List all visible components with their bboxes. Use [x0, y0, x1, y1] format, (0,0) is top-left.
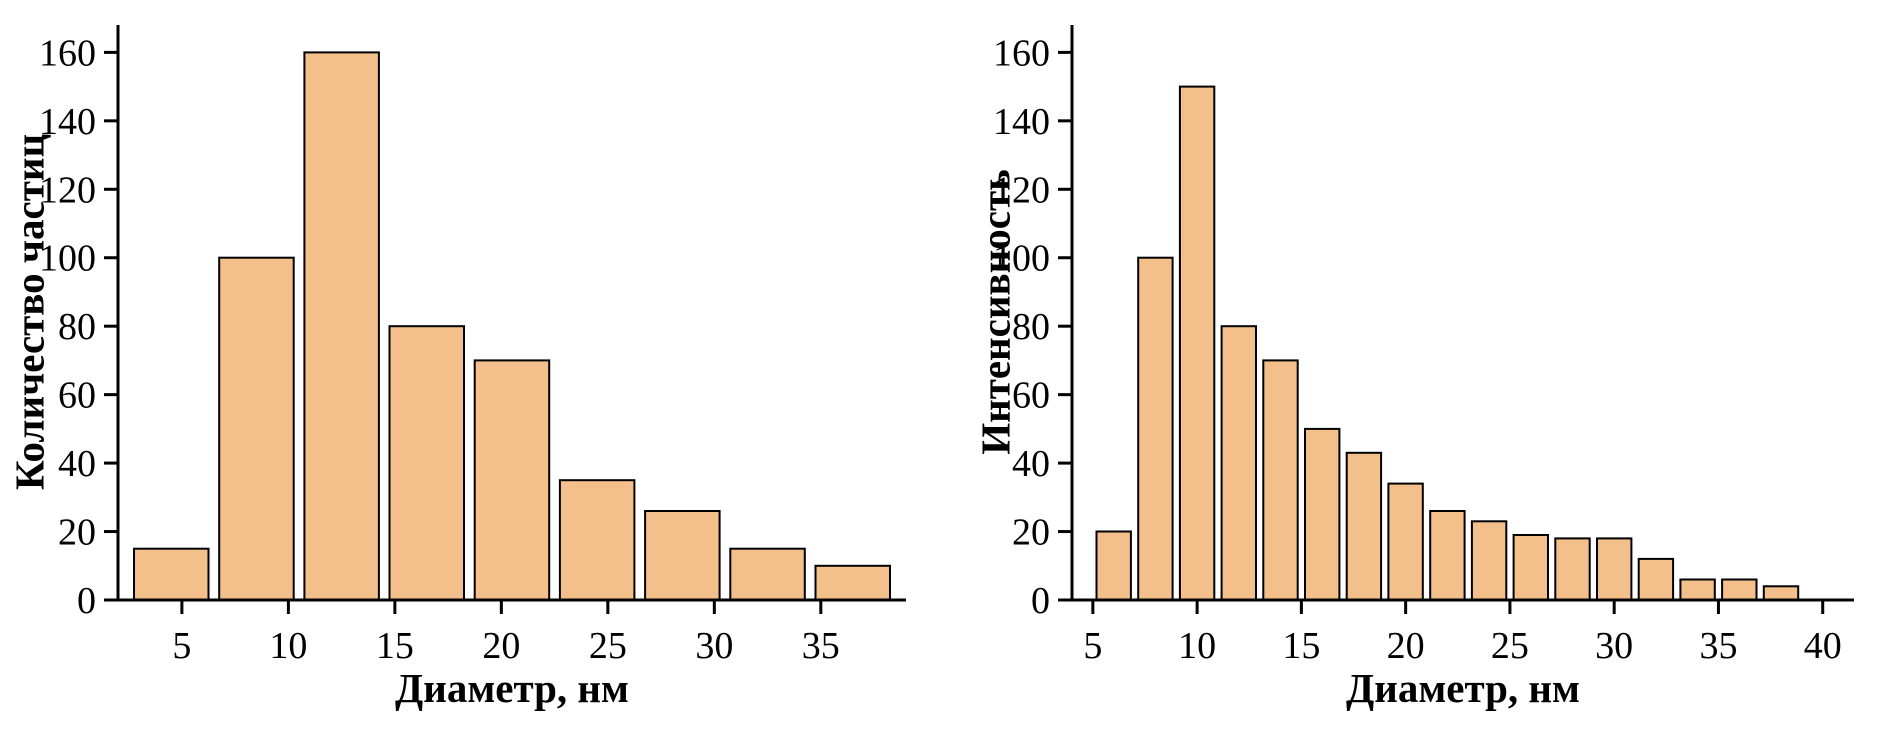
y-tick-label: 120	[39, 169, 96, 211]
bar	[1554, 537, 1591, 602]
x-tick-label: 30	[695, 625, 733, 667]
y-tick-label: 40	[58, 443, 96, 485]
bar	[1596, 537, 1633, 602]
bar	[218, 256, 295, 601]
bar	[558, 479, 636, 602]
bar-chart-particle-count: 0 20 40 60 80 100 120 140 160 5 10 15 20 25 30 35	[39, 25, 906, 667]
y-tick-label: 160	[39, 32, 96, 74]
bar	[133, 547, 210, 602]
bar	[1679, 578, 1716, 601]
bar	[1220, 325, 1258, 601]
x-tick-label: 40	[1804, 625, 1842, 667]
y-tick-label: 20	[58, 512, 96, 554]
bar	[1345, 451, 1383, 601]
y-tick-label: 0	[1031, 580, 1050, 622]
x-tick-label: 15	[1282, 625, 1320, 667]
bar	[1762, 585, 1800, 601]
y-tick-label: 100	[993, 238, 1050, 280]
y-tick-label: 20	[1012, 512, 1050, 554]
x-axis-label: Диаметр, нм	[1346, 665, 1580, 711]
x-tick-label: 10	[269, 625, 307, 667]
y-tick-label: 0	[77, 580, 96, 622]
x-tick-label: 20	[1387, 625, 1425, 667]
bar	[1095, 530, 1132, 601]
bar	[1304, 427, 1341, 601]
y-tick-label: 40	[1012, 443, 1050, 485]
y-tick-label: 160	[993, 32, 1050, 74]
y-tick-label: 80	[58, 306, 96, 348]
bar	[473, 359, 551, 601]
bar	[388, 325, 465, 601]
bar	[1721, 578, 1758, 601]
x-tick-label: 20	[482, 625, 520, 667]
x-tick-label: 35	[802, 625, 840, 667]
bar	[729, 547, 806, 602]
x-tick-label: 30	[1595, 625, 1633, 667]
bar-chart-intensity: 0 20 40 60 80 100 120 140 160 5 10 15 20 25 30 35 40	[993, 25, 1854, 667]
x-tick-label: 10	[1178, 625, 1216, 667]
x-axis-label: Диаметр, нм	[395, 665, 629, 711]
bar	[1429, 510, 1466, 601]
bar	[644, 510, 721, 601]
chart-panel-left: 0 20 40 60 80 100 120 140 160 5 10 15 20 25 30 35 Колич…	[6, 25, 906, 711]
x-tick-label: 15	[376, 625, 414, 667]
y-tick-label: 60	[58, 375, 96, 417]
y-tick-label: 120	[993, 169, 1050, 211]
y-axis-label: Интенсивность	[972, 169, 1019, 455]
bar	[814, 564, 891, 601]
bar	[1470, 520, 1508, 601]
bar	[1637, 557, 1675, 602]
x-tick-label: 35	[1699, 625, 1737, 667]
y-tick-label: 60	[1012, 375, 1050, 417]
bar	[1178, 85, 1216, 602]
bar	[1512, 534, 1549, 601]
y-tick-label: 140	[39, 101, 96, 143]
bar	[1387, 482, 1424, 602]
x-tick-label: 25	[589, 625, 627, 667]
y-tick-label: 140	[993, 101, 1050, 143]
chart-panel-right: 0 20 40 60 80 100 120 140 160 5 10 15 20 25 30 35 40 Инт…	[940, 0, 1880, 739]
x-tick-label: 5	[172, 625, 191, 667]
x-tick-label: 5	[1083, 625, 1102, 667]
bar	[303, 51, 380, 601]
bar	[1262, 359, 1299, 601]
y-axis-label: Количество частиц	[6, 133, 53, 491]
y-tick-label: 80	[1012, 306, 1050, 348]
x-tick-label: 25	[1491, 625, 1529, 667]
y-tick-label: 100	[39, 238, 96, 280]
bar	[1137, 256, 1174, 601]
